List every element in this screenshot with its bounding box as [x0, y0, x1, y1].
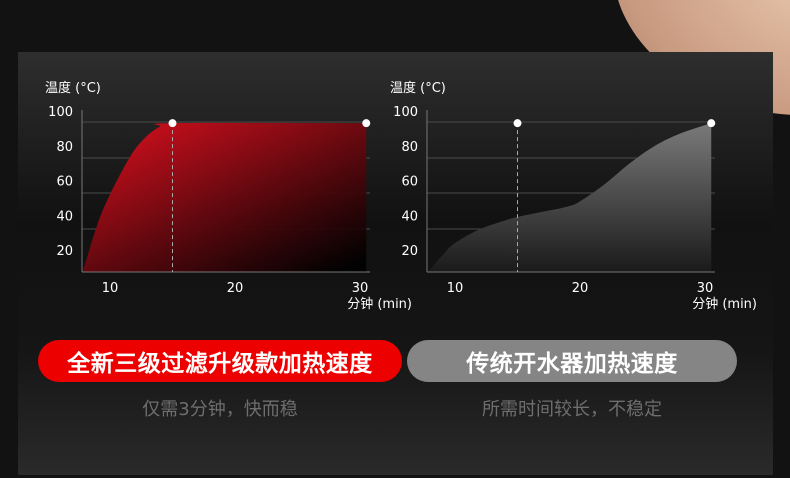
traditional-heater-label: 传统开水器加热速度: [407, 340, 737, 382]
data-point-marker: [362, 119, 371, 128]
y-tick-label: 40: [56, 209, 73, 224]
x-tick-label: 30: [352, 281, 369, 296]
x-tick-label: 20: [572, 281, 589, 296]
y-tick-label: 20: [401, 244, 418, 259]
temperature-area: [82, 122, 367, 273]
new-heater-label: 全新三级过滤升级款加热速度: [38, 340, 402, 382]
data-point-marker: [168, 119, 177, 128]
x-axis-label: 分钟 (min): [692, 296, 757, 312]
new-heater-subtitle: 仅需3分钟，快而稳: [142, 399, 298, 420]
x-tick-label: 10: [102, 281, 119, 296]
y-tick-label: 20: [56, 244, 73, 259]
x-tick-label: 20: [227, 281, 244, 296]
data-point-marker: [707, 119, 716, 128]
y-tick-label: 60: [401, 175, 418, 190]
y-axis-label: 温度 (°C): [45, 80, 101, 96]
y-axis-label: 温度 (°C): [390, 80, 446, 96]
y-tick-label: 100: [393, 105, 418, 120]
data-point-marker: [513, 119, 522, 128]
y-tick-label: 80: [56, 140, 73, 155]
y-tick-label: 80: [401, 140, 418, 155]
x-tick-label: 30: [697, 281, 714, 296]
traditional-heater-subtitle: 所需时间较长，不稳定: [482, 399, 662, 420]
y-tick-label: 40: [401, 209, 418, 224]
temperature-area: [427, 123, 712, 273]
y-tick-label: 60: [56, 175, 73, 190]
x-tick-label: 10: [447, 281, 464, 296]
x-axis-label: 分钟 (min): [347, 296, 412, 312]
y-tick-label: 100: [48, 105, 73, 120]
